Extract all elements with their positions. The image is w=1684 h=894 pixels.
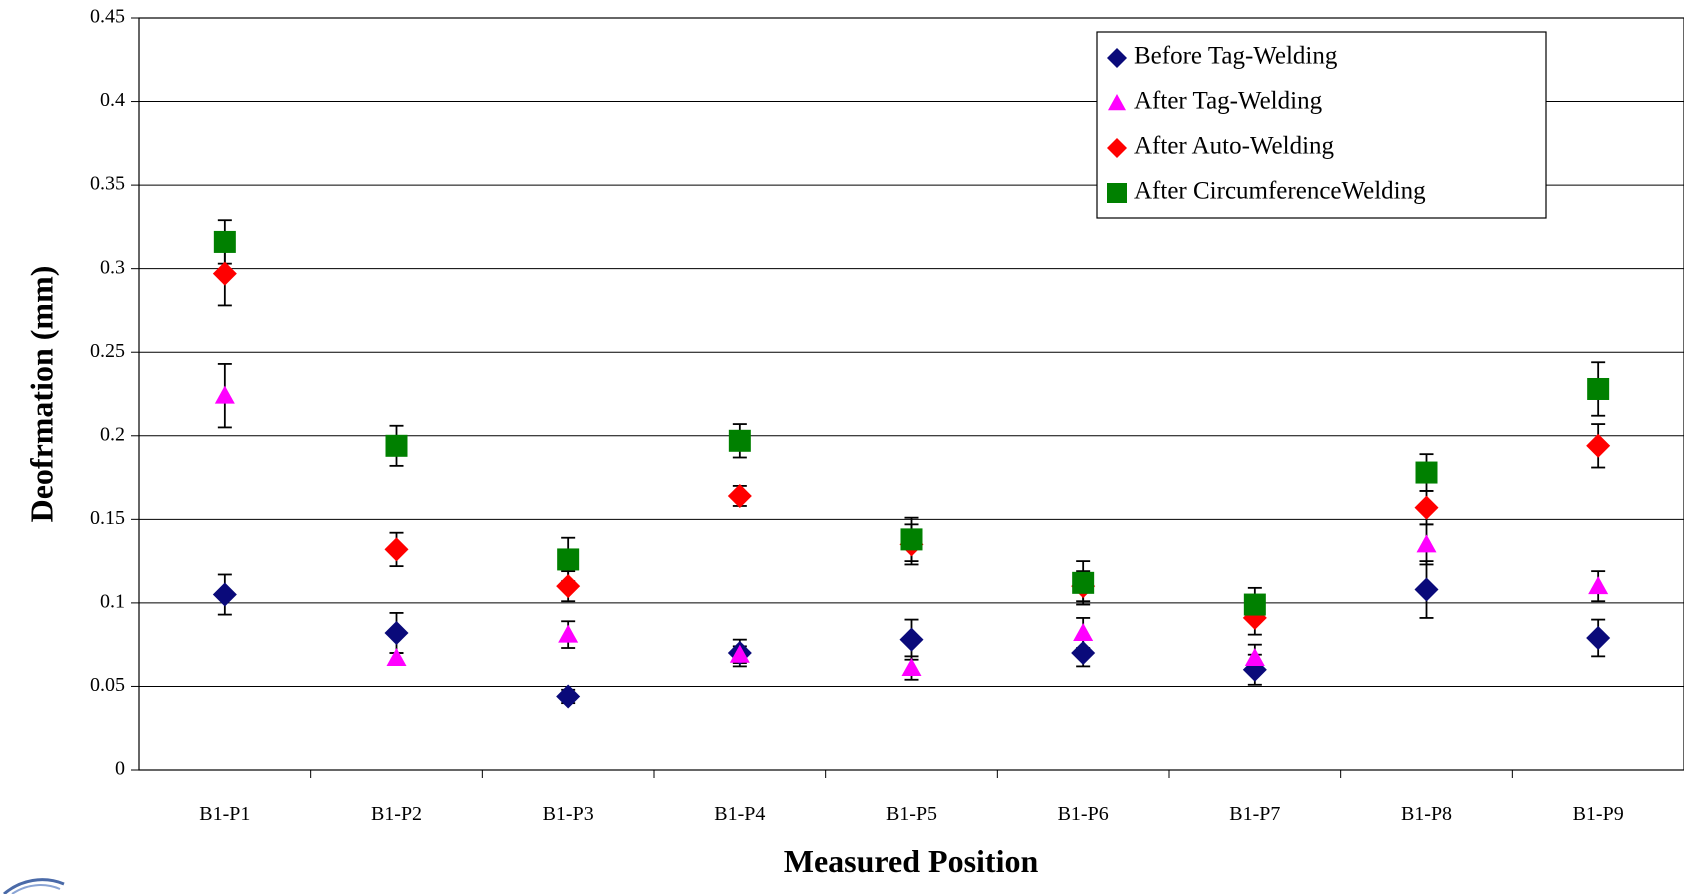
x-tick-label: B1-P4 xyxy=(714,803,765,825)
y-axis-tick-labels: 0 0.05 0.1 0.15 0.2 0.25 0.3 0.35 0.4 0.45 xyxy=(90,6,125,780)
point-after-circumferencewelding xyxy=(557,548,580,571)
legend: Before Tag-Welding After Tag-Welding After… xyxy=(1096,31,1547,219)
point-before-tag-welding xyxy=(899,627,924,652)
y-tick-label: 0.05 xyxy=(90,674,125,696)
y-tick-label: 0.2 xyxy=(100,423,125,445)
legend-box xyxy=(1096,31,1547,219)
point-before-tag-welding xyxy=(556,684,581,709)
y-tick-label: 0.45 xyxy=(90,6,125,28)
point-after-tag-welding xyxy=(729,644,750,663)
point-before-tag-welding xyxy=(1414,577,1439,602)
x-axis-title: Measured Position xyxy=(784,843,1039,879)
point-after-circumferencewelding xyxy=(728,429,751,452)
x-tick-label: B1-P3 xyxy=(543,803,594,825)
point-after-circumferencewelding xyxy=(1072,571,1095,594)
point-after-tag-welding xyxy=(1073,622,1094,641)
x-tick-label: B1-P2 xyxy=(371,803,422,825)
point-after-auto-welding xyxy=(556,574,581,599)
legend-marker-after-tag-welding xyxy=(1108,94,1126,111)
y-tick-label: 0.4 xyxy=(100,89,125,111)
point-after-circumferencewelding xyxy=(900,528,923,551)
plot-area-border xyxy=(138,17,1684,771)
legend-marker-before-tag-welding xyxy=(1107,48,1127,68)
x-tick-label: B1-P5 xyxy=(886,803,937,825)
point-after-auto-welding xyxy=(1586,433,1611,458)
x-tick-label: B1-P1 xyxy=(199,803,250,825)
point-after-tag-welding xyxy=(901,658,922,677)
legend-label-after-circumferencewelding: After CircumferenceWelding xyxy=(1134,178,1426,205)
y-tick-label: 0.25 xyxy=(90,340,125,362)
x-tick-label: B1-P7 xyxy=(1229,803,1280,825)
y-tick-label: 0.1 xyxy=(100,590,125,612)
point-after-auto-welding xyxy=(727,483,752,508)
legend-label-before-tag-welding: Before Tag-Welding xyxy=(1134,43,1338,70)
y-tick-label: 0.35 xyxy=(90,173,125,195)
point-after-tag-welding xyxy=(1588,576,1609,595)
x-axis-ticks xyxy=(310,770,1513,778)
point-before-tag-welding xyxy=(384,620,409,645)
y-tick-label: 0 xyxy=(115,758,125,780)
logo xyxy=(3,878,65,894)
x-axis-tick-labels: B1-P1 B1-P2 B1-P3 B1-P4 B1-P5 B1-P6 B1-P7 B1-P8… xyxy=(199,803,1623,825)
point-after-circumferencewelding xyxy=(213,230,236,253)
point-after-circumferencewelding xyxy=(1415,461,1438,484)
point-before-tag-welding xyxy=(212,582,237,607)
point-before-tag-welding xyxy=(1071,641,1096,666)
legend-marker-after-circumferencewelding xyxy=(1107,183,1127,203)
legend-label-after-tag-welding: After Tag-Welding xyxy=(1134,88,1323,115)
point-after-tag-welding xyxy=(558,624,579,643)
x-tick-label: B1-P6 xyxy=(1058,803,1109,825)
data-markers xyxy=(212,230,1611,709)
point-after-circumferencewelding xyxy=(1587,377,1610,400)
x-tick-label: B1-P9 xyxy=(1573,803,1624,825)
y-tick-label: 0.3 xyxy=(100,256,125,278)
point-after-circumferencewelding xyxy=(1243,593,1266,616)
point-before-tag-welding xyxy=(1586,625,1611,650)
x-tick-label: B1-P8 xyxy=(1401,803,1452,825)
point-after-auto-welding xyxy=(212,261,237,286)
point-after-tag-welding xyxy=(214,385,235,404)
point-after-auto-welding xyxy=(384,537,409,562)
point-after-tag-welding xyxy=(386,648,407,667)
point-after-tag-welding xyxy=(1244,648,1265,667)
legend-label-after-auto-welding: After Auto-Welding xyxy=(1134,133,1335,160)
point-after-tag-welding xyxy=(1416,534,1437,553)
y-axis-title: Deofrmation (mm) xyxy=(23,266,59,523)
legend-marker-after-auto-welding xyxy=(1107,138,1127,158)
y-tick-label: 0.15 xyxy=(90,507,125,529)
point-after-auto-welding xyxy=(1414,495,1439,520)
point-after-circumferencewelding xyxy=(385,434,408,457)
